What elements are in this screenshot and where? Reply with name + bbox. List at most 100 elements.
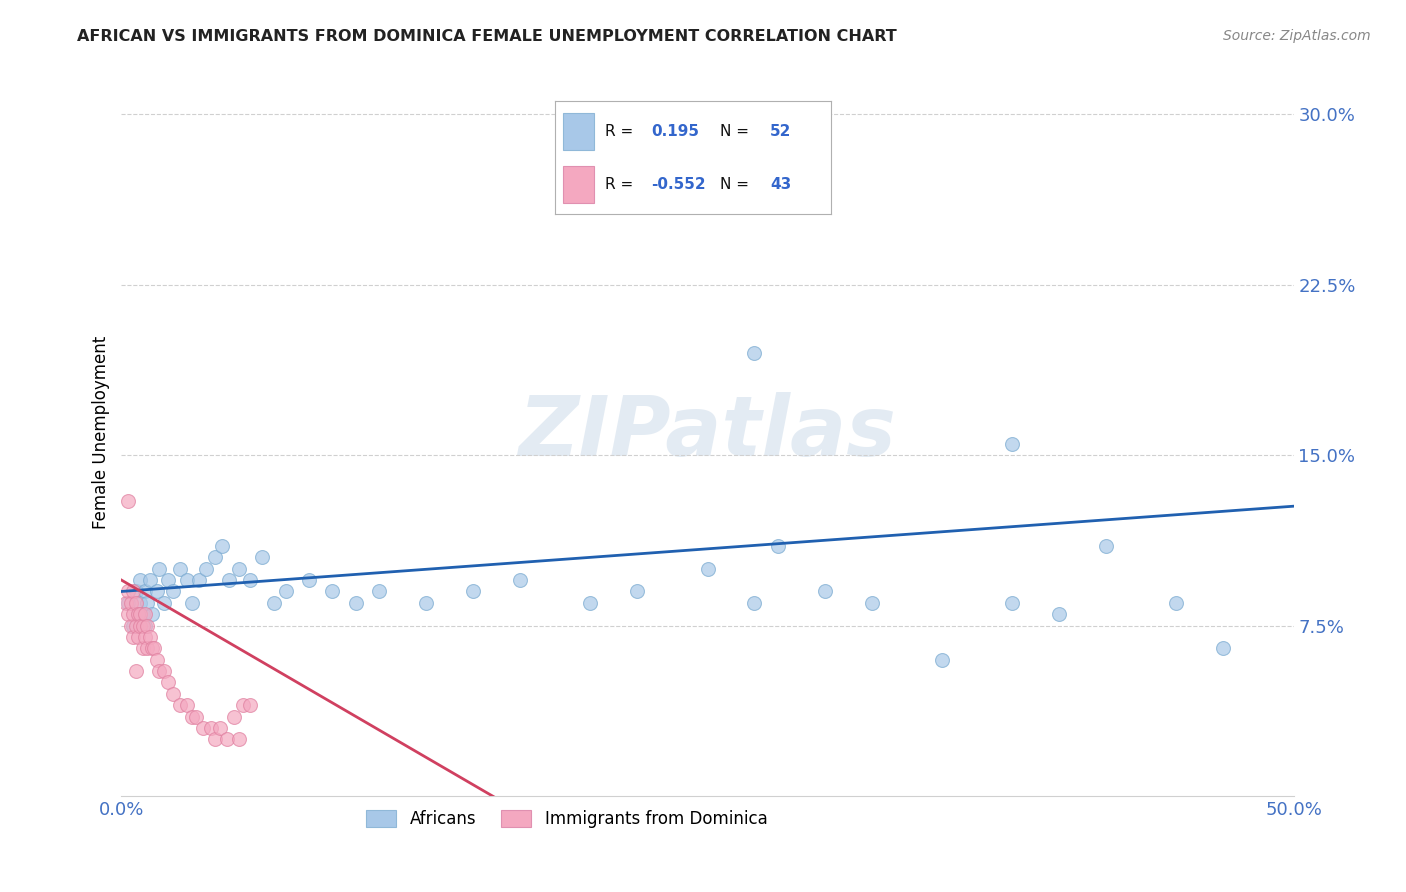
Point	[129, 596, 152, 610]
Point	[131, 641, 153, 656]
Text: AFRICAN VS IMMIGRANTS FROM DOMINICA FEMALE UNEMPLOYMENT CORRELATION CHART: AFRICAN VS IMMIGRANTS FROM DOMINICA FEMA…	[77, 29, 897, 45]
Point	[228, 562, 250, 576]
Point	[117, 607, 139, 622]
Point	[228, 732, 250, 747]
Point	[222, 709, 245, 723]
Point	[215, 732, 238, 747]
Point	[194, 562, 217, 576]
Point	[180, 596, 202, 610]
Point	[131, 618, 153, 632]
Point	[204, 732, 226, 747]
Point	[120, 596, 142, 610]
Point	[211, 539, 233, 553]
Point	[138, 630, 160, 644]
Point	[136, 618, 159, 632]
Point	[117, 596, 139, 610]
Point	[143, 641, 166, 656]
Y-axis label: Female Unemployment: Female Unemployment	[93, 335, 110, 529]
Point	[1047, 607, 1070, 622]
Point	[129, 573, 152, 587]
Point	[250, 550, 273, 565]
Point	[239, 698, 262, 713]
Point	[141, 607, 163, 622]
Point	[148, 664, 170, 678]
Point	[129, 618, 152, 632]
Point	[232, 698, 254, 713]
Point	[141, 641, 163, 656]
Point	[136, 596, 159, 610]
Point	[157, 573, 180, 587]
Point	[860, 596, 883, 610]
Point	[344, 596, 367, 610]
Point	[134, 630, 156, 644]
Point	[415, 596, 437, 610]
Point	[180, 709, 202, 723]
Point	[274, 584, 297, 599]
Point	[124, 584, 146, 599]
Point	[117, 584, 139, 599]
Point	[120, 618, 142, 632]
Point	[368, 584, 391, 599]
Point	[579, 596, 602, 610]
Point	[931, 653, 953, 667]
Point	[626, 584, 648, 599]
Point	[509, 573, 531, 587]
Point	[138, 573, 160, 587]
Point	[136, 641, 159, 656]
Legend: Africans, Immigrants from Dominica: Africans, Immigrants from Dominica	[360, 804, 775, 835]
Point	[696, 562, 718, 576]
Point	[127, 630, 149, 644]
Point	[162, 584, 184, 599]
Point	[122, 618, 145, 632]
Point	[117, 493, 139, 508]
Point	[127, 607, 149, 622]
Point	[145, 584, 167, 599]
Point	[766, 539, 789, 553]
Point	[131, 607, 153, 622]
Point	[148, 562, 170, 576]
Point	[814, 584, 837, 599]
Point	[129, 607, 152, 622]
Point	[124, 596, 146, 610]
Point	[127, 607, 149, 622]
Point	[157, 675, 180, 690]
Point	[200, 721, 222, 735]
Text: ZIPatlas: ZIPatlas	[519, 392, 897, 473]
Point	[298, 573, 321, 587]
Point	[145, 653, 167, 667]
Point	[461, 584, 484, 599]
Point	[152, 664, 174, 678]
Point	[744, 596, 766, 610]
Point	[124, 664, 146, 678]
Point	[124, 618, 146, 632]
Point	[208, 721, 231, 735]
Point	[218, 573, 240, 587]
Point	[1001, 436, 1024, 450]
Point	[162, 687, 184, 701]
Point	[169, 698, 191, 713]
Point	[1001, 596, 1024, 610]
Point	[239, 573, 262, 587]
Point	[169, 562, 191, 576]
Point	[1095, 539, 1118, 553]
Point	[744, 345, 766, 359]
Point	[122, 630, 145, 644]
Text: Source: ZipAtlas.com: Source: ZipAtlas.com	[1223, 29, 1371, 44]
Point	[134, 584, 156, 599]
Point	[1166, 596, 1188, 610]
Point	[1212, 641, 1234, 656]
Point	[134, 618, 156, 632]
Point	[263, 596, 285, 610]
Point	[176, 573, 198, 587]
Point	[186, 709, 208, 723]
Point	[134, 607, 156, 622]
Point	[122, 607, 145, 622]
Point	[152, 596, 174, 610]
Point	[204, 550, 226, 565]
Point	[115, 596, 138, 610]
Point	[321, 584, 343, 599]
Point	[122, 584, 145, 599]
Point	[176, 698, 198, 713]
Point	[187, 573, 209, 587]
Point	[193, 721, 215, 735]
